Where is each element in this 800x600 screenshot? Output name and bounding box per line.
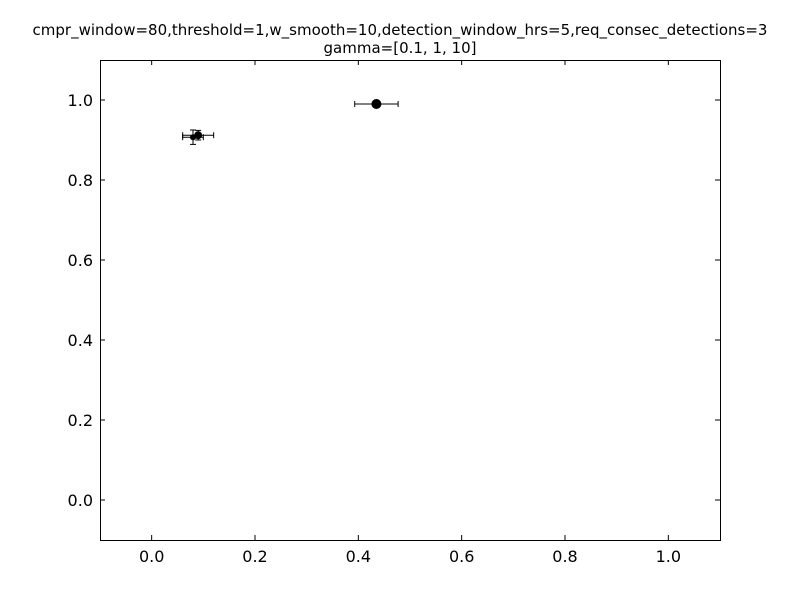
x-tick-label: 1.0 [656,547,681,566]
data-point-2 [354,99,399,109]
data-point-1 [182,129,215,141]
chart-subtitle: gamma=[0.1, 1, 10] [323,39,477,57]
y-tick-label: 0.0 [68,491,93,510]
point-marker [371,99,382,109]
x-tick-label: 0.0 [139,547,164,566]
y-tick-label: 0.8 [68,171,93,190]
axis-ticks: 0.0 0.2 0.4 0.6 0.8 1.0 0.0 0.2 0.4 0.6 0.8 1.0 [68,60,720,566]
chart-title: cmpr_window=80,threshold=1,w_smooth=10,d… [32,21,768,39]
x-tick-label: 0.6 [449,547,474,566]
y-tick-label: 0.2 [68,411,93,430]
plot-frame [100,60,721,541]
point-marker [194,131,203,140]
y-tick-label: 0.4 [68,331,93,350]
y-tick-label: 1.0 [68,91,93,110]
x-tick-label: 0.8 [552,547,577,566]
x-tick-label: 0.2 [242,547,267,566]
y-tick-label: 0.6 [68,251,93,270]
x-tick-label: 0.4 [346,547,371,566]
data-points [182,99,399,145]
